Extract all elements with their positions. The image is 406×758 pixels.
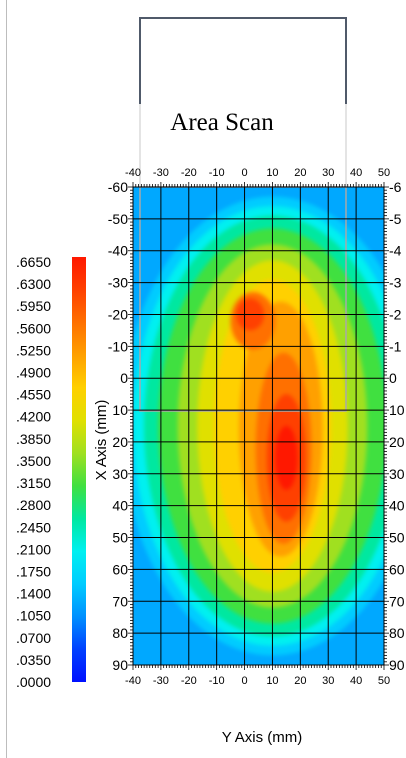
y-tick-label: -10 (108, 338, 128, 354)
x-tick-label: -40 (125, 675, 141, 687)
colorbar-label: .6650 (16, 254, 51, 270)
y-tick-label: 90 (112, 657, 128, 673)
colorbar-label: .4900 (16, 365, 51, 381)
y-tick-label: 30 (112, 466, 128, 482)
x-tick-label: 0 (241, 167, 247, 179)
colorbar-label: .0700 (16, 630, 51, 646)
x-tick-label: 30 (322, 167, 334, 179)
colorbar-label: .0350 (16, 652, 51, 668)
heatmap-field (133, 187, 384, 665)
colorbar-label: .5600 (16, 320, 51, 336)
y-tick-label: 50 (112, 530, 128, 546)
x-axis-label: Y Axis (mm) (222, 729, 303, 746)
y-tick-label-right: -1 (389, 338, 402, 354)
colorbar-label: .4200 (16, 409, 51, 425)
y-tick-label: -40 (108, 243, 128, 259)
y-tick-label-right: 90 (389, 657, 405, 673)
y-tick-label-right: 0 (389, 370, 397, 386)
y-tick-label: -60 (108, 179, 128, 195)
left-tick-labels: -60 -50 -40 -30 -20 -10 0 10 20 30 40 50 60 70 80 90 (108, 179, 128, 673)
y-tick-label-right: -6 (389, 179, 402, 195)
colorbar-label: .1750 (16, 563, 51, 579)
x-tick-label: -40 (125, 167, 141, 179)
y-tick-label-right: 30 (389, 466, 405, 482)
right-tick-labels: -6 -5 -4 -3 -2 -1 0 10 20 30 40 50 60 70 80 90 (389, 179, 405, 673)
x-tick-label: 40 (350, 167, 362, 179)
y-tick-label-right: -3 (389, 275, 402, 291)
colorbar-label: .1050 (16, 608, 51, 624)
y-tick-label: -20 (108, 306, 128, 322)
colorbar-label: .2100 (16, 541, 51, 557)
x-tick-label: -10 (209, 167, 225, 179)
y-tick-label-right: -5 (389, 211, 402, 227)
y-tick-label-right: -4 (389, 243, 402, 259)
y-tick-label-right: 70 (389, 593, 405, 609)
x-tick-label: 50 (378, 167, 390, 179)
y-tick-label-right: 50 (389, 530, 405, 546)
colorbar-label: .5950 (16, 298, 51, 314)
top-tick-labels: -40 -30 -20 -10 0 10 20 30 40 50 (125, 167, 390, 179)
x-tick-label: -20 (181, 167, 197, 179)
x-tick-label: 0 (241, 675, 247, 687)
contour-band (275, 426, 298, 490)
y-tick-label-right: 20 (389, 434, 405, 450)
colorbar-label: .3150 (16, 475, 51, 491)
y-tick-label: 40 (112, 498, 128, 514)
y-tick-label: 70 (112, 593, 128, 609)
scan-frame (139, 17, 347, 187)
x-tick-label: 20 (294, 675, 306, 687)
bottom-tick-labels: -40 -30 -20 -10 0 10 20 30 40 50 (125, 675, 390, 687)
colorbar-label: .2450 (16, 519, 51, 535)
colorbar (72, 257, 86, 682)
x-tick-label: -20 (181, 675, 197, 687)
tick-marks (128, 182, 389, 670)
y-tick-label-right: 60 (389, 561, 405, 577)
colorbar-label: .5250 (16, 342, 51, 358)
x-tick-label: 10 (266, 675, 278, 687)
x-tick-label: 50 (378, 675, 390, 687)
y-tick-label-right: 80 (389, 625, 405, 641)
colorbar-labels: .6650 .6300 .5950 .5600 .5250 .4900 .4550 .4200… (16, 254, 51, 690)
y-tick-label: 10 (112, 402, 128, 418)
x-tick-label: -10 (209, 675, 225, 687)
colorbar-label: .0000 (16, 674, 51, 690)
colorbar-label: .4550 (16, 387, 51, 403)
colorbar-label: .6300 (16, 276, 51, 292)
y-tick-label-right: 40 (389, 498, 405, 514)
y-tick-label: -30 (108, 275, 128, 291)
y-tick-label-right: -2 (389, 306, 402, 322)
colorbar-label: .1400 (16, 586, 51, 602)
chart-title: Area Scan (170, 109, 274, 136)
y-tick-label: 80 (112, 625, 128, 641)
y-tick-label: 60 (112, 561, 128, 577)
x-tick-label: -30 (153, 167, 169, 179)
y-tick-label: 0 (120, 370, 128, 386)
y-tick-label-right: 10 (389, 402, 405, 418)
colorbar-label: .2800 (16, 497, 51, 513)
x-tick-label: -30 (153, 675, 169, 687)
y-tick-label: -50 (108, 211, 128, 227)
x-tick-label: 20 (294, 167, 306, 179)
x-tick-label: 30 (322, 675, 334, 687)
y-tick-label: 20 (112, 434, 128, 450)
grid-lines (132, 186, 385, 666)
window-edge-line (6, 0, 7, 758)
colorbar-label: .3500 (16, 453, 51, 469)
colorbar-label: .3850 (16, 431, 51, 447)
x-tick-label: 40 (350, 675, 362, 687)
y-axis-label: X Axis (mm) (93, 400, 110, 481)
x-tick-label: 10 (266, 167, 278, 179)
